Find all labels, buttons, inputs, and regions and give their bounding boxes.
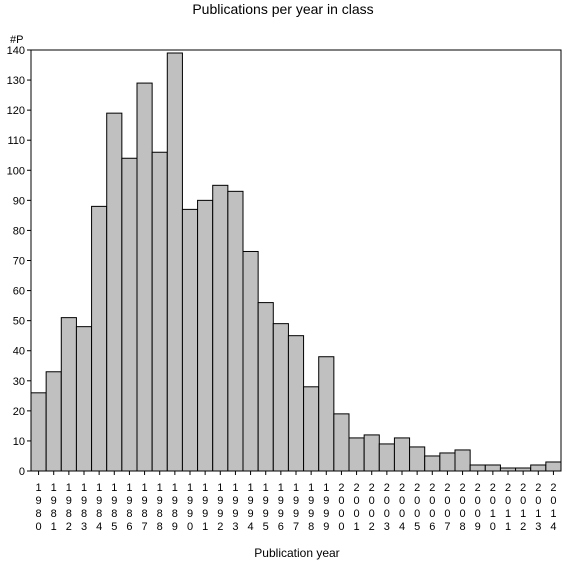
bar — [363, 434, 380, 472]
bar — [439, 452, 456, 472]
y-tick-label: 110 — [7, 135, 25, 147]
bar — [75, 326, 93, 472]
y-tick-label: 140 — [7, 45, 25, 57]
bar — [242, 250, 259, 472]
y-tick-label: 100 — [7, 165, 25, 177]
bar — [303, 386, 320, 472]
bar — [166, 52, 183, 472]
bar — [30, 392, 47, 472]
y-tick-label: 50 — [13, 316, 25, 328]
bar — [60, 317, 77, 472]
y-axis-label: #P — [10, 34, 23, 46]
bar — [393, 437, 411, 472]
bar — [106, 112, 123, 472]
bar — [454, 449, 471, 472]
bar — [499, 467, 517, 472]
bar — [545, 461, 562, 472]
x-axis-label: Publication year — [254, 546, 339, 560]
chart-title: Publications per year in class — [192, 1, 373, 17]
bars-group — [30, 52, 562, 472]
y-tick-label: 60 — [13, 286, 25, 298]
bar — [136, 82, 153, 472]
bar — [409, 446, 426, 472]
bar — [272, 323, 289, 472]
bar — [181, 208, 199, 472]
bar — [318, 356, 335, 472]
bar — [484, 464, 501, 472]
y-tick-label: 130 — [7, 75, 25, 87]
y-tick-label: 90 — [13, 195, 25, 207]
y-tick-label: 70 — [13, 256, 25, 268]
y-tick-label: 40 — [13, 346, 25, 358]
y-tick-label: 30 — [13, 376, 25, 388]
bar — [212, 184, 229, 472]
bar — [424, 455, 441, 472]
bar — [45, 371, 62, 472]
bar — [257, 302, 274, 472]
bar — [121, 157, 138, 472]
bar — [333, 413, 350, 472]
bar — [91, 205, 108, 472]
bar — [227, 190, 244, 472]
bar — [287, 335, 305, 472]
y-tick-label: 80 — [13, 225, 25, 237]
bar — [515, 467, 532, 472]
bar — [197, 199, 214, 472]
bar — [378, 443, 395, 472]
y-axis: 0 10 20 30 40 50 60 70 80 90 100 110 120 130 140 — [7, 45, 31, 478]
y-tick-label: 0 — [19, 466, 25, 478]
y-tick-label: 120 — [7, 105, 25, 117]
bar — [348, 437, 365, 472]
bar — [469, 464, 486, 472]
y-tick-label: 10 — [13, 436, 25, 448]
x-axis: 1 9 8 0 1 9 8 1 1 9 8 2 1 9 8 3 1 9 8 4 1 9 8 5 1 9 8 6 1 9 8 7 1 9 8 8 1 9 8 9… — [36, 471, 556, 533]
bar — [530, 464, 547, 472]
y-tick-label: 20 — [13, 406, 25, 418]
bar — [151, 151, 168, 472]
